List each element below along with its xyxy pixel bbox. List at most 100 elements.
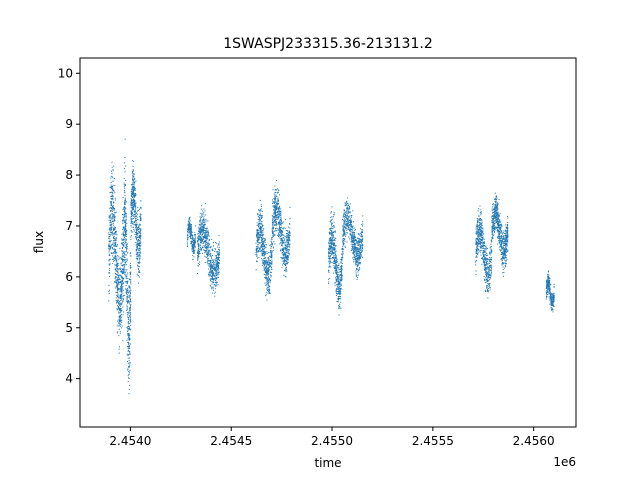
data-point <box>123 259 124 261</box>
data-point <box>138 256 140 258</box>
data-point <box>267 264 269 266</box>
data-point <box>360 239 362 241</box>
data-point <box>339 294 341 296</box>
data-point <box>121 289 123 291</box>
data-point <box>288 249 290 251</box>
data-point <box>287 241 289 243</box>
data-point <box>187 223 189 225</box>
data-point <box>332 247 334 249</box>
data-point <box>120 308 122 310</box>
data-point <box>278 231 280 233</box>
data-point <box>187 234 189 236</box>
data-point <box>197 242 199 244</box>
data-point <box>109 234 111 236</box>
data-point <box>213 292 215 294</box>
data-point <box>256 235 258 237</box>
data-point <box>127 375 129 377</box>
data-point <box>140 242 141 244</box>
data-point <box>344 216 346 218</box>
data-point <box>258 249 260 251</box>
data-point <box>132 193 134 195</box>
data-point <box>193 244 194 246</box>
data-point <box>263 270 265 271</box>
data-point <box>202 221 204 223</box>
data-point <box>211 238 213 240</box>
data-point <box>135 202 137 204</box>
data-point <box>218 264 219 266</box>
data-point <box>197 236 199 238</box>
data-point <box>121 242 123 244</box>
data-point <box>132 215 134 216</box>
data-point <box>187 228 189 229</box>
data-point <box>287 255 289 257</box>
data-point <box>210 262 211 264</box>
data-point <box>129 357 131 359</box>
data-point <box>205 237 207 239</box>
data-point <box>114 245 116 247</box>
data-point <box>204 214 206 216</box>
data-point <box>337 261 338 263</box>
data-point <box>267 271 269 273</box>
data-point <box>208 265 210 267</box>
data-point <box>285 244 287 246</box>
data-point <box>129 267 131 269</box>
data-point <box>121 238 123 240</box>
data-point <box>112 248 114 250</box>
data-point <box>286 256 288 258</box>
data-point <box>134 233 136 235</box>
data-point <box>130 265 132 267</box>
data-point <box>340 307 342 309</box>
data-point <box>140 229 142 231</box>
data-point <box>218 244 220 246</box>
data-point <box>215 270 217 271</box>
data-point <box>203 242 205 243</box>
data-point <box>274 206 276 208</box>
data-point <box>353 252 355 253</box>
data-point <box>131 207 133 209</box>
data-point <box>137 265 139 267</box>
data-point <box>278 202 280 204</box>
data-point <box>266 262 268 264</box>
data-point <box>120 290 122 292</box>
data-point <box>110 225 112 227</box>
data-point <box>112 198 114 200</box>
data-point <box>331 219 332 221</box>
data-point <box>125 165 127 167</box>
data-point <box>361 224 363 226</box>
data-point <box>133 206 134 208</box>
data-point <box>127 278 129 280</box>
data-point <box>211 249 213 251</box>
data-point <box>261 230 263 231</box>
data-point <box>132 170 134 172</box>
data-point <box>123 207 125 209</box>
data-point <box>262 248 264 250</box>
data-point <box>136 244 138 246</box>
data-point <box>263 228 265 230</box>
data-point <box>272 222 274 224</box>
data-point <box>283 259 285 261</box>
data-point <box>124 197 126 199</box>
data-point <box>262 253 264 254</box>
data-point <box>201 231 203 233</box>
data-point <box>362 236 364 238</box>
data-point <box>277 208 279 210</box>
data-point <box>281 238 282 240</box>
data-point <box>193 239 195 241</box>
data-point <box>216 263 218 265</box>
data-point <box>215 266 217 268</box>
data-point <box>125 264 127 266</box>
data-point <box>140 245 142 247</box>
data-point <box>114 232 116 233</box>
data-point <box>275 209 277 211</box>
data-point <box>265 252 267 254</box>
data-point <box>136 222 138 224</box>
data-point <box>121 303 123 305</box>
data-point <box>352 241 354 243</box>
data-point <box>259 234 261 236</box>
data-point <box>210 260 212 262</box>
data-point <box>209 254 211 256</box>
data-point <box>258 217 260 219</box>
data-point <box>124 240 126 242</box>
data-point <box>199 264 200 265</box>
data-point <box>258 226 260 228</box>
